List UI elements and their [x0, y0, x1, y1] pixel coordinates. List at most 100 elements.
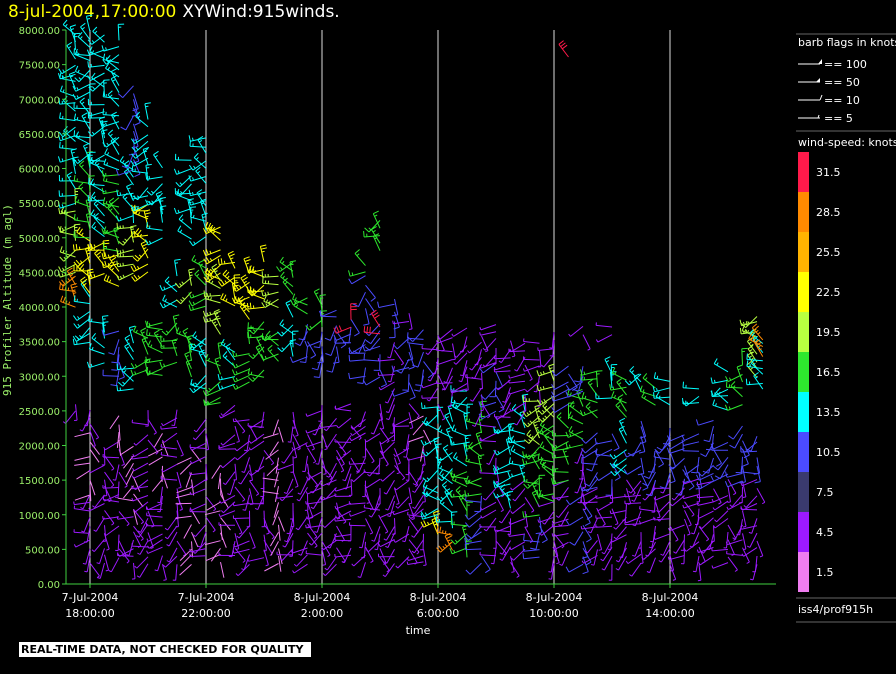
wind-barb: [371, 526, 381, 542]
wind-barb: [372, 210, 381, 229]
wind-barb: [57, 271, 76, 278]
wind-barb: [610, 534, 627, 543]
x-tick-date: 8-Jul-2004: [642, 591, 699, 604]
wind-barb: [394, 349, 405, 366]
wind-barb: [131, 471, 149, 479]
wind-barb: [710, 377, 729, 384]
wind-barb: [194, 269, 207, 286]
wind-barb: [739, 466, 746, 484]
wind-barb: [551, 429, 569, 437]
wind-barb: [725, 539, 743, 546]
speed-legend-item: 10.5: [798, 432, 841, 472]
wind-barb: [384, 388, 395, 404]
wind-barb: [269, 441, 279, 456]
wind-barb: [73, 501, 91, 506]
wind-barb: [451, 383, 468, 393]
wind-barb: [86, 361, 105, 369]
wind-barb: [220, 293, 236, 307]
wind-barb: [159, 299, 178, 309]
barb-legend-item: == 10: [798, 94, 860, 107]
wind-barb: [204, 264, 221, 277]
wind-barb: [263, 295, 279, 309]
x-tick-date: 7-Jul-2004: [178, 591, 235, 604]
wind-barb: [474, 349, 482, 366]
wind-barb: [74, 69, 91, 83]
wind-barb: [522, 395, 540, 402]
wind-barb: [450, 396, 468, 406]
wind-barb: [551, 452, 569, 459]
wind-barb: [581, 392, 598, 404]
wind-barb: [436, 337, 453, 344]
wind-barb: [133, 493, 144, 508]
wind-barb: [539, 457, 555, 472]
wind-barb: [280, 271, 294, 287]
wind-barb: [684, 510, 692, 527]
wind-barb: [682, 381, 700, 390]
wind-barb: [467, 341, 482, 354]
wind-barb: [465, 415, 482, 426]
wind-barb: [118, 548, 130, 564]
wind-barb: [604, 356, 613, 374]
wind-barb: [451, 396, 468, 410]
wind-barb: [619, 417, 627, 436]
wind-barb: [480, 501, 497, 511]
wind-barb: [729, 494, 743, 508]
y-ticks: 0.00 500.00 1000.00 1500.00 2000.00 2500.00 30…: [19, 26, 66, 591]
wind-barb: [380, 470, 395, 482]
wind-barb: [379, 517, 389, 534]
wind-barb: [131, 165, 149, 174]
wind-barb: [364, 478, 381, 489]
wind-barb: [118, 471, 128, 488]
wind-barb: [748, 518, 758, 534]
wind-barb: [321, 458, 327, 475]
wind-barb: [710, 441, 729, 450]
wind-barb: [493, 368, 511, 373]
wind-barb: [97, 562, 105, 579]
speed-legend-label: 1.5: [816, 566, 834, 579]
wind-barb: [522, 545, 540, 552]
wind-barb: [682, 395, 700, 407]
wind-barb: [87, 61, 105, 68]
wind-barb: [292, 330, 299, 348]
wind-barb: [196, 189, 207, 207]
wind-barb: [408, 412, 414, 429]
wind-barb: [157, 495, 163, 513]
wind-barb: [642, 373, 656, 389]
x-tick-time: 18:00:00: [65, 607, 114, 620]
wind-barb: [392, 423, 410, 427]
wind-barb: [204, 381, 221, 393]
y-tick-label: 7000.00: [19, 95, 60, 106]
wind-barb: [628, 480, 642, 494]
wind-barb: [232, 515, 250, 519]
wind-barb: [691, 456, 700, 474]
speed-legend-label: 16.5: [816, 366, 841, 379]
wind-barb: [292, 471, 299, 488]
wind-barb: [130, 230, 149, 238]
wind-barb: [548, 363, 555, 382]
wind-barb: [104, 510, 115, 526]
wind-barb: [191, 541, 194, 558]
wind-barb: [334, 553, 352, 558]
wind-barb: [613, 516, 627, 530]
wind-barb: [609, 495, 627, 499]
wind-barb: [248, 369, 265, 382]
wind-barb: [652, 385, 671, 393]
wind-barb: [72, 244, 91, 251]
wind-barb: [175, 515, 192, 519]
wind-barb: [711, 547, 729, 552]
wind-barb: [333, 333, 352, 341]
wind-barb: [334, 403, 352, 410]
wind-barb: [581, 555, 598, 564]
wind-barb: [314, 517, 323, 533]
wind-barb: [105, 62, 120, 78]
wind-barb: [750, 358, 764, 375]
wind-barb: [403, 441, 410, 458]
wind-barb: [590, 549, 598, 566]
wind-barb: [407, 511, 424, 518]
wind-barb: [220, 404, 236, 416]
wind-barb: [290, 547, 308, 554]
wind-barb: [146, 512, 163, 518]
wind-barb: [203, 290, 221, 297]
wind-barb: [176, 440, 184, 457]
wind-barb: [298, 540, 308, 556]
